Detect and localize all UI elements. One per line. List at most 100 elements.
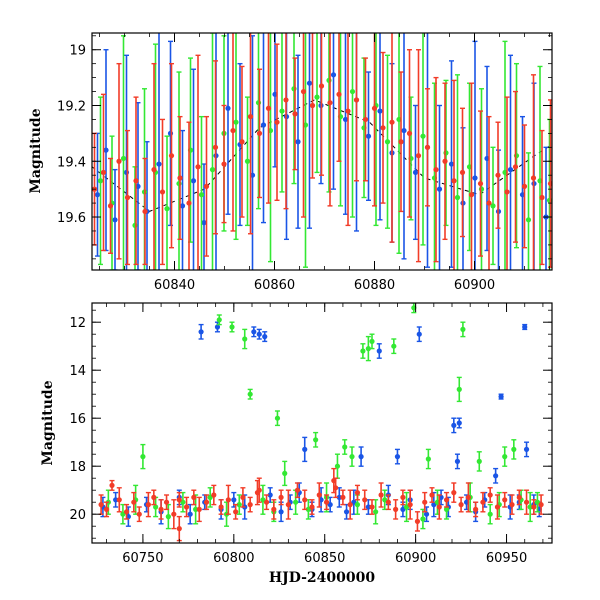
top-data-point xyxy=(176,180,182,187)
top-data-point xyxy=(420,133,426,139)
top-data-point xyxy=(353,97,360,103)
bottom-data-point xyxy=(309,504,315,510)
bottom-data-point xyxy=(451,490,457,496)
top-data-point xyxy=(107,203,114,209)
top-data-point xyxy=(190,178,197,184)
bottom-data-point xyxy=(256,487,262,493)
bottom-x-tick-label: 60900 xyxy=(395,551,436,566)
top-data-point xyxy=(195,164,201,170)
bottom-data-point xyxy=(416,331,422,337)
top-data-point xyxy=(345,108,351,114)
bottom-x-tick-label: 60850 xyxy=(304,551,345,566)
bottom-x-tick-label: 60750 xyxy=(122,551,163,566)
bottom-y-tick-label: 14 xyxy=(69,364,86,379)
bottom-data-point xyxy=(334,463,341,469)
bottom-data-point xyxy=(145,502,151,508)
top-data-point xyxy=(306,80,313,86)
top-data-point xyxy=(451,178,457,184)
bottom-data-point xyxy=(216,317,222,323)
top-data-point xyxy=(513,153,520,159)
top-data-point xyxy=(164,206,170,212)
bottom-data-point xyxy=(340,494,346,500)
top-data-point xyxy=(433,167,439,173)
bottom-data-point xyxy=(116,497,122,503)
bottom-data-point xyxy=(487,511,493,517)
bottom-data-point xyxy=(274,415,281,421)
bottom-y-axis-label: Magnitude xyxy=(40,380,56,465)
bottom-plot-frame xyxy=(91,302,553,544)
bottom-data-point xyxy=(502,454,508,460)
top-data-point xyxy=(300,88,307,95)
bottom-data-point xyxy=(378,492,384,498)
bottom-data-point xyxy=(502,497,508,503)
bottom-data-point xyxy=(354,490,361,496)
top-y-tick-label: 19.4 xyxy=(57,155,86,170)
top-data-point xyxy=(309,102,316,109)
top-data-point xyxy=(97,178,104,184)
top-data-point xyxy=(230,127,236,134)
top-data-point xyxy=(412,169,419,176)
bottom-y-tick-label: 16 xyxy=(69,412,86,427)
bottom-data-point xyxy=(369,504,375,510)
top-data-point xyxy=(443,150,449,156)
top-data-point xyxy=(389,119,395,125)
bottom-data-point xyxy=(423,511,430,517)
top-data-point xyxy=(244,158,251,164)
top-data-point xyxy=(326,77,332,83)
top-data-point xyxy=(256,130,263,136)
bottom-data-point xyxy=(229,324,235,330)
bottom-data-point xyxy=(336,494,342,500)
bottom-data-point xyxy=(511,446,517,452)
bottom-data-point xyxy=(109,482,115,488)
bottom-data-point xyxy=(347,502,353,508)
bottom-data-point xyxy=(247,502,253,508)
top-data-point xyxy=(177,175,183,181)
top-axis-ticks: 60840 60860 60880 60900 19 19.2 19.4 19.6 xyxy=(57,33,552,293)
bottom-data-point xyxy=(123,509,130,515)
bottom-panel: 60750 60800 60850 60900 60950 12 14 16 18 20 Magn… xyxy=(40,302,553,586)
top-data-point xyxy=(401,127,407,134)
bottom-data-point xyxy=(113,497,119,503)
bottom-data-point xyxy=(247,391,253,397)
bottom-data-point xyxy=(98,502,104,508)
bottom-data-point xyxy=(278,509,284,515)
bottom-data-point xyxy=(285,502,291,508)
top-data-point xyxy=(472,175,478,181)
bottom-data-point xyxy=(343,509,350,515)
top-data-point xyxy=(225,105,231,111)
bottom-data-point xyxy=(251,329,257,335)
bottom-data-point xyxy=(183,504,190,510)
bottom-x-tick-label: 60800 xyxy=(213,551,254,566)
bottom-data-point xyxy=(487,492,493,498)
top-data-point xyxy=(478,186,485,192)
top-data-point xyxy=(179,203,186,209)
top-data-point xyxy=(380,125,386,131)
bottom-y-tick-label: 12 xyxy=(69,316,86,331)
top-x-tick-label: 60880 xyxy=(354,278,395,293)
top-data-point xyxy=(120,155,127,162)
top-data-point xyxy=(295,139,301,145)
bottom-data-point xyxy=(411,305,417,311)
bottom-data-point xyxy=(394,454,401,460)
bottom-data-point xyxy=(263,499,270,505)
bottom-data-point xyxy=(393,506,399,512)
bottom-data-point xyxy=(443,506,450,512)
bottom-data-marks xyxy=(98,303,544,542)
bottom-data-point xyxy=(198,329,204,335)
top-data-point xyxy=(112,217,118,223)
bottom-data-point xyxy=(509,502,515,508)
bottom-data-point xyxy=(354,502,361,508)
top-data-point xyxy=(239,139,245,145)
top-data-point xyxy=(292,111,298,117)
bottom-data-point xyxy=(218,504,224,510)
bottom-data-point xyxy=(191,494,197,500)
top-data-point xyxy=(132,222,138,228)
bottom-data-point xyxy=(400,494,406,500)
bottom-data-point xyxy=(302,446,308,452)
bottom-data-point xyxy=(278,494,284,500)
top-data-point xyxy=(159,189,166,195)
top-data-point xyxy=(167,130,174,136)
top-data-point xyxy=(384,139,391,145)
top-data-marks xyxy=(92,33,552,270)
top-x-tick-label: 60900 xyxy=(454,278,495,293)
